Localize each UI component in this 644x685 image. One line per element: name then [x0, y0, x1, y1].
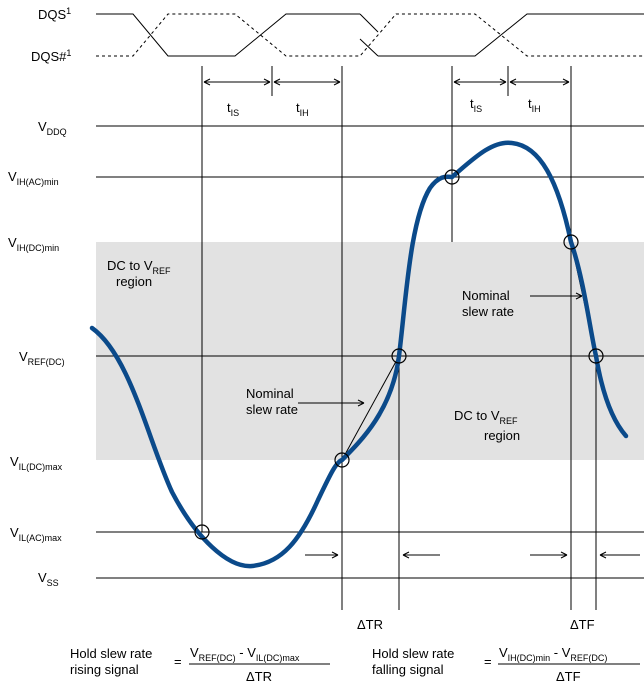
upper-region-label-line2: region	[116, 274, 152, 289]
vss-label: VSS	[38, 570, 59, 588]
crossing-markers	[194, 169, 604, 540]
rising-label-line2: rising signal	[70, 662, 139, 677]
nominal-left-line1: Nominal	[246, 386, 294, 401]
vil-ac-label: VIL(AC)max	[10, 525, 62, 543]
rising-nominal-line	[341, 355, 400, 461]
rising-equals: =	[174, 654, 182, 669]
dqs-solid	[96, 13, 644, 57]
dqs-n-label: DQS#1	[31, 48, 71, 64]
marker-vil-ac	[194, 524, 210, 540]
dqs-waveforms	[96, 13, 644, 57]
vddq-label: VDDQ	[38, 119, 67, 137]
nominal-right-line1: Nominal	[462, 288, 510, 303]
dqs-label: DQS1	[38, 6, 71, 22]
falling-label-line2: falling signal	[372, 662, 444, 677]
vertical-guides	[201, 66, 597, 610]
dc-to-vref-region-band	[96, 242, 644, 460]
delta-tf-label: ΔTF	[570, 617, 595, 632]
lower-region-label-line1: DC to VREF	[454, 408, 518, 426]
marker-vih-ac	[444, 169, 460, 185]
nominal-left-line2: slew rate	[246, 402, 298, 417]
nominal-right-line2: slew rate	[462, 304, 514, 319]
lower-region-label-line2: region	[484, 428, 520, 443]
marker-vil-dc	[334, 452, 350, 468]
vref-label: VREF(DC)	[19, 349, 65, 367]
rising-denominator: ΔTR	[246, 669, 272, 684]
t-ih-label-right: tIH	[528, 96, 541, 114]
vil-dc-label: VIL(DC)max	[10, 454, 63, 472]
delta-arrows	[305, 551, 640, 559]
t-is-label-right: tIS	[470, 96, 482, 114]
falling-numerator: VIH(DC)min - VREF(DC)	[499, 645, 607, 663]
vih-dc-label: VIH(DC)min	[8, 235, 59, 253]
dqs-dashed	[96, 13, 644, 57]
falling-equals: =	[484, 654, 492, 669]
rising-label-line1: Hold slew rate	[70, 646, 152, 661]
signal-waveform	[89, 140, 629, 569]
rising-numerator: VREF(DC) - VIL(DC)max	[190, 645, 300, 663]
marker-vref-fall	[588, 348, 604, 364]
t-ih-label-left: tIH	[296, 100, 309, 118]
dqs-n-solid	[359, 13, 379, 57]
marker-vih-dc	[563, 234, 579, 250]
rising-formula: Hold slew rate rising signal = VREF(DC) …	[70, 645, 330, 684]
marker-vref-rise	[391, 348, 407, 364]
timing-arrows	[203, 78, 570, 86]
upper-region-label-line1: DC to VREF	[107, 258, 171, 276]
falling-formula: Hold slew rate falling signal = VIH(DC)m…	[372, 645, 640, 684]
vih-ac-label: VIH(AC)min	[8, 169, 59, 187]
falling-label-line1: Hold slew rate	[372, 646, 454, 661]
falling-denominator: ΔTF	[556, 669, 581, 684]
level-lines	[96, 125, 644, 579]
delta-tr-label: ΔTR	[357, 617, 383, 632]
t-is-label-left: tIS	[227, 100, 239, 118]
